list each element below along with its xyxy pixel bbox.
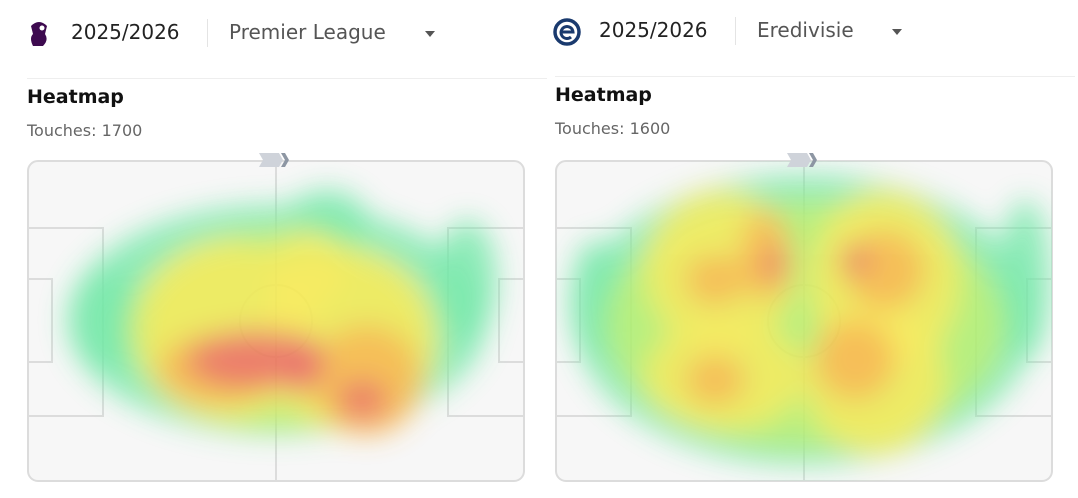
heatmap-title: Heatmap [555,84,652,106]
header: 2025/2026 Eredivisie [553,0,1075,77]
heat-blobs [570,175,1050,465]
heat-blob [77,270,137,370]
season[interactable]: 2025/2026 [599,18,708,42]
heatmap [27,153,525,482]
heat-blob [337,380,387,420]
heat-blob [1000,200,1050,360]
dropdown-caret[interactable] [425,31,435,37]
header: 2025/2026 Premier League [27,0,547,79]
direction-arrow [281,153,289,167]
heat-blob [437,220,497,340]
goal-box [27,278,53,363]
dropdown-caret[interactable] [892,29,902,35]
league-select[interactable]: Premier League [229,20,386,44]
heatmap-title: Heatmap [27,86,124,108]
heatmap [555,153,1053,482]
direction-arrow [809,153,817,167]
panel: 2025/2026 Premier League Heatmap Touches… [27,0,547,498]
touches: Touches: 1700 [27,121,143,140]
goal-box [498,278,525,363]
touches: Touches: 1600 [555,119,671,138]
heat-blob [815,320,895,400]
heat-blob [685,355,745,405]
heat-blob [284,335,320,395]
heat-blob [840,245,870,275]
direction-arrow [787,153,811,167]
panel: 2025/2026 Eredivisie Heatmap Touches: 16… [553,0,1075,498]
heat-blob [267,230,347,310]
direction-arrow [259,153,283,167]
heat-layer [570,175,1050,465]
season[interactable]: 2025/2026 [71,20,180,44]
league-select[interactable]: Eredivisie [757,18,854,42]
league-logo [553,18,581,46]
heat-blob [763,247,787,283]
heat-blob [685,255,745,305]
heat-layer [67,190,497,435]
league-logo [31,22,47,46]
heat-blobs [67,190,497,435]
